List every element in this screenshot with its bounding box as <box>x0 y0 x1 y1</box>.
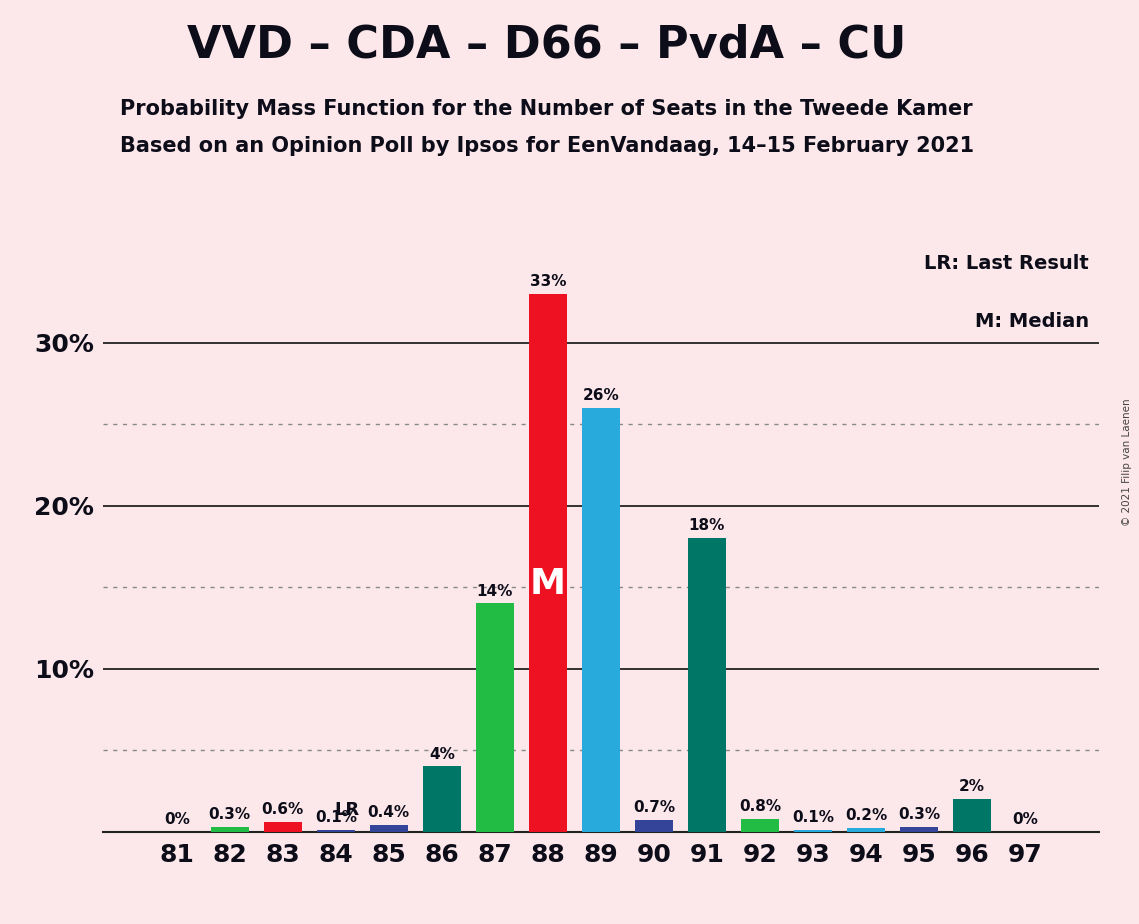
Text: 2%: 2% <box>959 779 985 794</box>
Bar <box>211 827 248 832</box>
Text: 0.4%: 0.4% <box>368 805 410 821</box>
Text: 33%: 33% <box>530 274 566 289</box>
Text: 0.1%: 0.1% <box>792 810 834 825</box>
Bar <box>794 830 831 832</box>
Text: 0.3%: 0.3% <box>898 807 940 821</box>
Text: VVD – CDA – D66 – PvdA – CU: VVD – CDA – D66 – PvdA – CU <box>187 23 907 67</box>
Text: M: M <box>530 567 566 602</box>
Bar <box>370 825 408 832</box>
Text: 18%: 18% <box>689 518 726 533</box>
Bar <box>263 821 302 832</box>
Bar <box>582 407 620 832</box>
Text: Based on an Opinion Poll by Ipsos for EenVandaag, 14–15 February 2021: Based on an Opinion Poll by Ipsos for Ee… <box>120 136 974 156</box>
Bar <box>688 538 726 832</box>
Text: 4%: 4% <box>429 747 454 761</box>
Bar <box>740 819 779 832</box>
Bar <box>528 294 567 832</box>
Text: Probability Mass Function for the Number of Seats in the Tweede Kamer: Probability Mass Function for the Number… <box>121 99 973 119</box>
Bar <box>423 766 461 832</box>
Text: 0%: 0% <box>1011 811 1038 827</box>
Bar <box>900 827 939 832</box>
Bar <box>476 603 514 832</box>
Bar <box>846 828 885 832</box>
Text: 26%: 26% <box>582 388 620 403</box>
Text: M: Median: M: Median <box>975 312 1089 332</box>
Text: 0.6%: 0.6% <box>262 802 304 817</box>
Text: 14%: 14% <box>476 584 513 599</box>
Bar <box>953 799 991 832</box>
Text: 0.1%: 0.1% <box>314 810 357 825</box>
Text: LR: Last Result: LR: Last Result <box>925 254 1089 273</box>
Text: 0.2%: 0.2% <box>845 808 887 823</box>
Bar <box>634 821 673 832</box>
Text: 0%: 0% <box>164 811 190 827</box>
Text: © 2021 Filip van Laenen: © 2021 Filip van Laenen <box>1122 398 1132 526</box>
Text: 0.7%: 0.7% <box>633 800 675 815</box>
Bar <box>317 830 355 832</box>
Text: 0.3%: 0.3% <box>208 807 251 821</box>
Text: 0.8%: 0.8% <box>739 798 781 814</box>
Text: LR: LR <box>335 800 360 819</box>
